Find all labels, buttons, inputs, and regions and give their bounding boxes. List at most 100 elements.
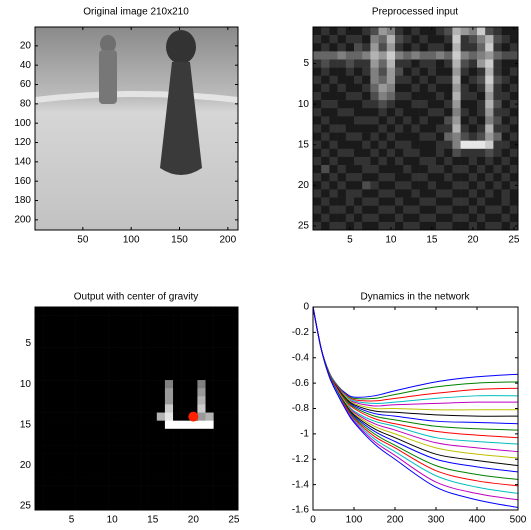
- y-tick-label: -0.8: [292, 403, 310, 414]
- heatmap-cell: [452, 156, 461, 166]
- heatmap: [313, 27, 519, 231]
- heatmap-cell: [181, 436, 190, 446]
- heatmap-cell: [164, 347, 174, 357]
- heatmap-cell: [67, 380, 76, 389]
- heatmap-cell: [460, 148, 470, 158]
- heatmap-cell: [124, 445, 133, 454]
- heatmap-cell: [132, 347, 141, 357]
- heatmap-cell: [452, 116, 461, 125]
- heatmap-cell: [378, 197, 388, 206]
- y-tick-label: 20: [20, 40, 32, 51]
- heatmap-cell: [99, 436, 109, 446]
- heatmap-cell: [229, 420, 239, 430]
- heatmap-cell: [436, 35, 445, 44]
- heatmap-cell: [197, 315, 206, 324]
- heatmap-cell: [173, 307, 182, 316]
- heatmap-cell: [362, 213, 371, 223]
- heatmap-cell: [83, 493, 93, 503]
- heatmap-cell: [221, 493, 231, 503]
- heatmap-cell: [156, 445, 166, 454]
- heatmap-cell: [75, 388, 85, 397]
- heatmap-cell: [35, 323, 44, 332]
- heatmap-cell: [427, 221, 437, 231]
- heatmap-cell: [386, 132, 396, 141]
- heatmap-cell: [378, 132, 388, 141]
- heatmap-cell: [43, 501, 52, 511]
- heatmap-cell: [501, 35, 511, 44]
- heatmap-cell: [403, 148, 412, 158]
- heatmap-cell: [205, 315, 214, 324]
- heatmap-cell: [460, 124, 470, 133]
- heatmap-cell: [43, 388, 52, 397]
- heatmap-cell: [444, 108, 453, 117]
- heatmap-cell: [509, 67, 519, 77]
- heatmap-cell: [43, 396, 52, 405]
- heatmap-cell: [354, 43, 363, 52]
- heatmap-cell: [205, 323, 214, 332]
- heatmap-cell: [156, 363, 166, 373]
- heatmap-cell: [313, 67, 322, 77]
- heatmap-cell: [354, 205, 363, 215]
- heatmap-cell: [321, 132, 330, 141]
- heatmap-cell: [108, 420, 117, 430]
- heatmap-cell: [181, 404, 190, 413]
- heatmap-cell: [75, 485, 85, 495]
- heatmap-cell: [460, 67, 470, 77]
- heatmap-cell: [485, 205, 494, 215]
- heatmap-cell: [116, 501, 125, 511]
- heatmap-cell: [148, 355, 158, 365]
- heatmap-cell: [83, 412, 93, 421]
- heatmap-cell: [485, 116, 494, 125]
- heatmap-cell: [419, 205, 429, 215]
- heatmap-cell: [386, 75, 396, 85]
- heatmap-cell: [51, 428, 60, 438]
- heatmap-cell: [140, 347, 149, 357]
- heatmap-cell: [99, 501, 109, 511]
- heatmap-cell: [419, 148, 429, 158]
- heatmap-cell: [43, 477, 52, 486]
- heatmap-cell: [501, 43, 511, 52]
- heatmap-cell: [362, 197, 371, 206]
- heatmap-cell: [313, 35, 322, 44]
- heatmap-cell: [164, 420, 174, 430]
- heatmap-cell: [116, 420, 125, 430]
- heatmap-cell: [213, 331, 223, 340]
- heatmap-cell: [83, 323, 93, 332]
- heatmap-cell: [173, 347, 182, 357]
- heatmap-cell: [124, 388, 133, 397]
- heatmap-cell: [509, 221, 519, 231]
- y-tick-label: 180: [14, 195, 31, 206]
- heatmap-cell: [213, 412, 223, 421]
- series-line: [312, 306, 519, 439]
- heatmap-cell: [140, 445, 149, 454]
- heatmap-cell: [91, 445, 101, 454]
- panel-title: Original image 210x210: [83, 7, 189, 18]
- heatmap-cell: [329, 181, 338, 190]
- heatmap-cell: [468, 59, 478, 68]
- axes-box: [312, 306, 519, 511]
- heatmap-cell: [329, 27, 338, 36]
- heatmap-cell: [411, 205, 420, 215]
- center-of-gravity: [188, 411, 199, 422]
- heatmap-cell: [205, 445, 214, 454]
- heatmap-cell: [436, 75, 445, 85]
- heatmap-cell: [386, 124, 396, 133]
- heatmap-cell: [213, 428, 223, 438]
- heatmap-cell: [354, 140, 363, 150]
- heatmap-cell: [156, 493, 166, 503]
- heatmap-cell: [59, 501, 68, 511]
- heatmap-cell: [43, 469, 52, 478]
- heatmap-cell: [189, 331, 198, 340]
- heatmap-cell: [444, 140, 453, 150]
- heatmap-cell: [419, 197, 429, 206]
- heatmap-cell: [395, 189, 404, 198]
- heatmap-cell: [229, 436, 239, 446]
- heatmap-cell: [91, 371, 101, 381]
- heatmap-cell: [313, 165, 322, 174]
- heatmap-cell: [83, 477, 93, 486]
- heatmap-cell: [189, 363, 198, 373]
- heatmap-cell: [205, 388, 214, 397]
- y-tick-label: -0.2: [292, 327, 310, 338]
- heatmap-cell: [509, 35, 519, 44]
- heatmap-cell: [229, 461, 239, 470]
